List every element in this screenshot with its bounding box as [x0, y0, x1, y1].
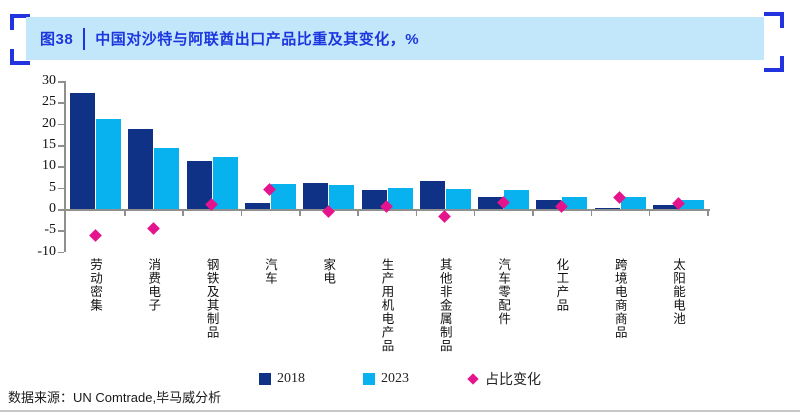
x-label-10: 太阳能电池 [671, 258, 685, 326]
bar-2023-8 [562, 197, 588, 209]
y-tick [58, 81, 64, 83]
bar-2023-2 [212, 157, 238, 209]
change-diamond-0 [88, 229, 102, 243]
x-tick [415, 210, 418, 216]
y-tick [58, 251, 64, 254]
y-tick-label: -5 [44, 222, 56, 238]
bar-2018-1 [128, 129, 154, 209]
bar-2023-1 [154, 148, 180, 209]
bracket-bottom-right-icon [764, 56, 784, 72]
x-label-1: 消费电子 [146, 258, 161, 312]
bracket-top-right-icon [764, 12, 784, 28]
y-tick [58, 102, 64, 104]
bar-2023-0 [96, 118, 121, 209]
legend-swatch-2018 [259, 373, 271, 385]
legend-item-change: 占比变化 [467, 369, 541, 389]
x-label-9: 跨境电商商品 [612, 258, 627, 339]
y-tick [58, 187, 64, 190]
legend-label-change: 占比变化 [485, 373, 541, 388]
bar-2018-0 [70, 92, 95, 209]
bar-2018-4 [303, 182, 329, 209]
y-tick-label: 20 [42, 115, 56, 131]
bar-2023-10 [679, 200, 704, 209]
legend-item-2023: 2023 [363, 371, 409, 387]
chart-legend: 2018 2023 占比变化 [0, 369, 800, 389]
y-tick-label: 10 [42, 158, 56, 174]
x-tick [124, 210, 126, 216]
y-tick-label: 30 [42, 73, 56, 89]
y-tick [58, 230, 64, 232]
change-diamond-1 [146, 221, 160, 235]
bar-2023-7 [504, 190, 530, 209]
x-tick [182, 210, 184, 216]
bracket-bottom-left-icon [10, 49, 30, 65]
x-label-4: 家电 [321, 258, 336, 285]
x-tick [299, 210, 301, 216]
legend-swatch-2023 [363, 373, 375, 385]
y-tick [58, 209, 64, 211]
legend-diamond-icon [467, 373, 479, 385]
bar-2023-5 [387, 187, 413, 209]
x-tick [532, 210, 534, 216]
y-axis-line [64, 81, 66, 252]
bar-2018-9 [594, 207, 620, 209]
footer-divider [0, 410, 800, 412]
x-label-7: 汽车零配件 [496, 258, 511, 326]
bar-2018-3 [244, 202, 270, 209]
bar-2018-10 [653, 205, 678, 209]
x-tick [590, 210, 593, 216]
source-note: 数据来源：UN Comtrade,毕马威分析 [8, 390, 222, 405]
y-tick-label: 5 [49, 179, 56, 195]
bar-2018-6 [419, 180, 445, 209]
x-tick [648, 210, 651, 216]
y-tick-label: 25 [42, 94, 56, 110]
y-tick [58, 145, 64, 147]
x-tick [240, 210, 243, 216]
y-tick-label: -10 [37, 243, 56, 259]
bar-2018-5 [361, 190, 387, 209]
figure-title-bar: 图38 中国对沙特与阿联酋出口产品比重及其变化，% [26, 17, 764, 60]
bar-2023-6 [445, 188, 471, 209]
figure-title: 中国对沙特与阿联酋出口产品比重及其变化，% [95, 31, 420, 48]
bracket-top-left-icon [10, 14, 30, 30]
x-label-8: 化工产品 [554, 258, 569, 312]
figure-number: 图38 [40, 31, 74, 48]
y-tick-label: 0 [49, 201, 56, 216]
x-tick [473, 210, 476, 216]
y-tick-label: 15 [42, 137, 56, 152]
bar-2023-9 [620, 196, 646, 209]
legend-item-2018: 2018 [259, 371, 305, 387]
change-diamond-6 [438, 210, 452, 224]
y-tick [58, 123, 64, 126]
x-label-3: 汽车 [262, 258, 277, 285]
x-label-6: 其他非金属制品 [437, 258, 452, 353]
legend-label-2018: 2018 [277, 371, 305, 386]
x-label-2: 钢铁及其制品 [204, 258, 219, 339]
legend-label-2023: 2023 [381, 371, 409, 386]
bar-2018-7 [478, 196, 504, 209]
x-tick [357, 210, 359, 216]
bar-2023-4 [329, 185, 355, 209]
x-label-0: 劳动密集 [88, 258, 102, 312]
x-label-5: 生产用机电产品 [379, 258, 394, 353]
title-divider [83, 27, 86, 50]
x-tick [707, 210, 709, 216]
y-tick [58, 166, 64, 168]
bar-2018-8 [536, 200, 562, 209]
